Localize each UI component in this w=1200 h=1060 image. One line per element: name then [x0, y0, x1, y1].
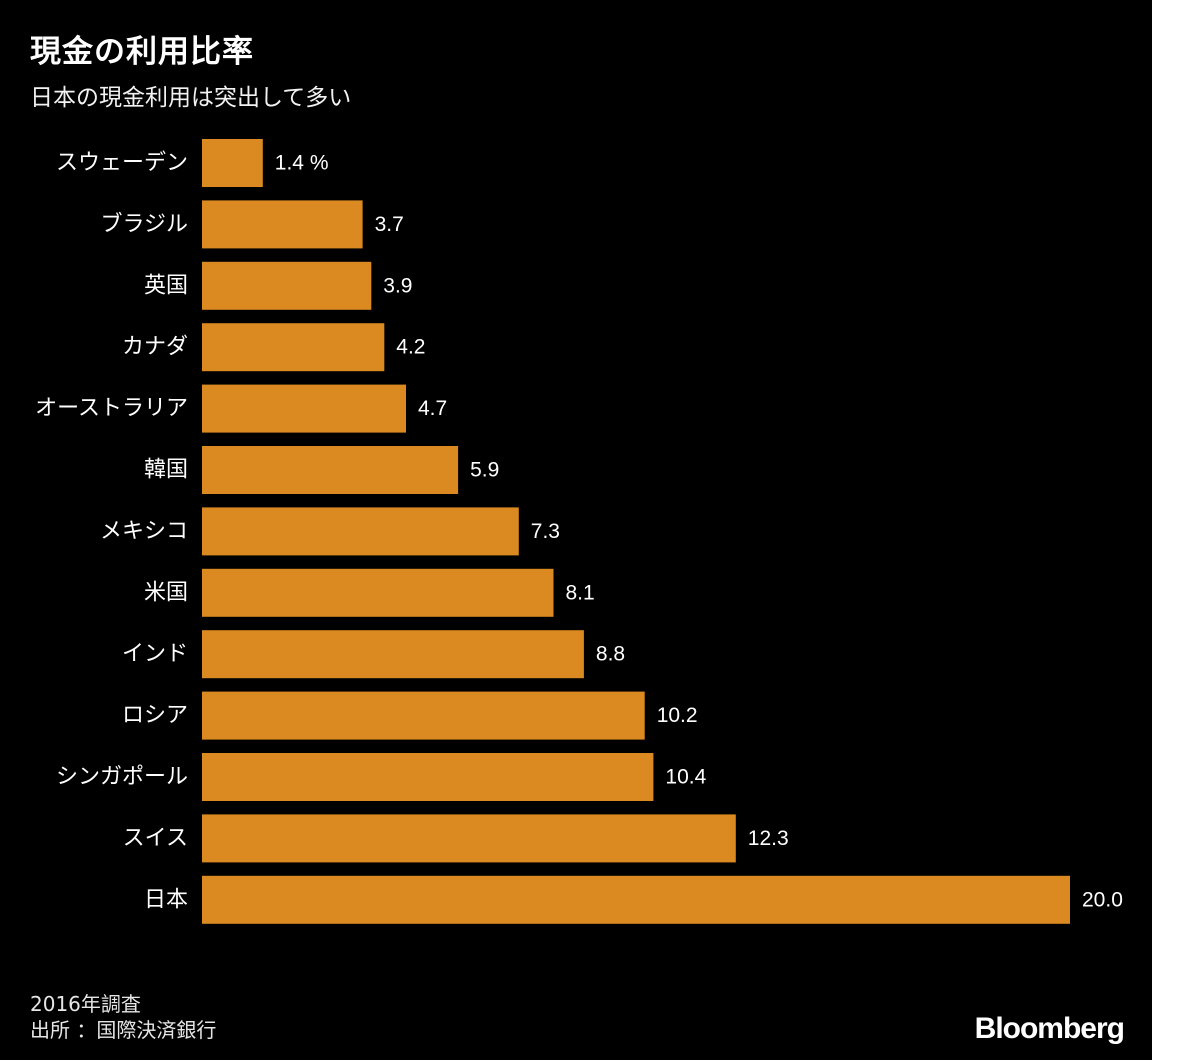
- chart-title: 現金の利用比率: [30, 34, 254, 70]
- value-label-2: 3.9: [383, 274, 412, 297]
- value-label-7: 8.1: [566, 581, 595, 604]
- category-label-6: メキシコ: [100, 519, 188, 544]
- bar-1: [202, 200, 363, 249]
- bar-0: [202, 139, 263, 187]
- bar-12: [202, 875, 1070, 924]
- category-label-7: 米国: [144, 580, 188, 605]
- category-label-5: 韓国: [144, 458, 188, 483]
- bar-chart: スウェーデン 1.4 % ブラジル 3.7 英国 3.9 カナダ 4.2 オーストラリア 4.7 韓…: [35, 139, 1123, 924]
- category-label-9: ロシア: [122, 703, 188, 728]
- category-label-1: ブラジル: [100, 212, 188, 237]
- value-label-1: 3.7: [375, 213, 404, 236]
- category-label-2: 英国: [144, 273, 188, 298]
- value-label-0: 1.4 %: [275, 152, 329, 175]
- category-label-12: 日本: [144, 887, 188, 912]
- bar-3: [202, 323, 385, 372]
- category-label-10: シンガポール: [56, 765, 188, 790]
- bar-8: [202, 630, 584, 679]
- bar-7: [202, 568, 554, 617]
- value-label-4: 4.7: [418, 397, 447, 420]
- source-note: 出所 ：国際決済銀行: [30, 1018, 217, 1042]
- value-label-3: 4.2: [396, 336, 425, 359]
- bloomberg-logo: Bloomberg: [974, 1012, 1125, 1045]
- category-label-11: スイス: [123, 826, 188, 851]
- value-label-9: 10.2: [657, 704, 698, 727]
- category-label-8: インド: [122, 642, 188, 667]
- category-label-0: スウェーデン: [56, 151, 188, 176]
- value-label-12: 20.0: [1082, 888, 1123, 911]
- value-label-6: 7.3: [531, 520, 560, 543]
- bar-9: [202, 691, 645, 740]
- bar-4: [202, 384, 406, 433]
- chart-panel: 現金の利用比率 日本の現金利用は突出して多い スウェーデン 1.4 % ブラジル 3.…: [0, 0, 1152, 1060]
- survey-note: 2016年調査: [30, 992, 141, 1016]
- value-label-11: 12.3: [748, 827, 789, 850]
- bar-2: [202, 261, 372, 310]
- value-label-8: 8.8: [596, 643, 625, 666]
- chart-subtitle: 日本の現金利用は突出して多い: [30, 85, 352, 111]
- category-label-3: カナダ: [122, 335, 188, 360]
- bar-10: [202, 753, 654, 801]
- category-label-4: オーストラリア: [35, 396, 188, 421]
- bar-5: [202, 446, 459, 494]
- value-label-10: 10.4: [665, 766, 706, 789]
- bar-6: [202, 507, 519, 556]
- value-label-5: 5.9: [470, 459, 499, 482]
- bar-11: [202, 814, 736, 863]
